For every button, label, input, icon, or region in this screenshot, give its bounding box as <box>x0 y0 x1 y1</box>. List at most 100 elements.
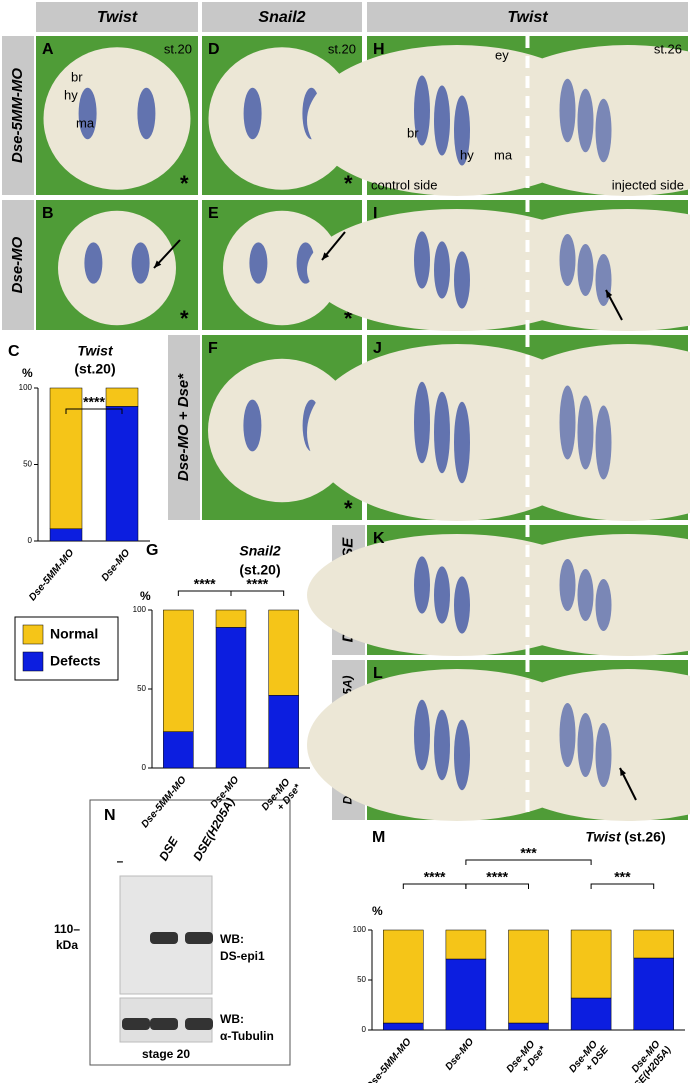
row-label-box <box>2 200 34 330</box>
stain <box>243 87 262 140</box>
column-header-box <box>202 2 362 32</box>
stain <box>454 251 470 309</box>
row-label: Dse-MO <box>9 236 26 293</box>
legend-label: Defects <box>50 653 101 669</box>
legend-label: Normal <box>50 626 98 642</box>
panel-letter: D <box>208 41 220 58</box>
stain <box>414 556 430 614</box>
x-tick-label: Dse-MO + DSE(H205A) <box>613 1036 674 1083</box>
panel-letter: H <box>373 41 385 58</box>
stain <box>595 98 612 163</box>
bar-segment <box>105 387 139 407</box>
stain <box>559 703 576 767</box>
stain <box>454 719 470 791</box>
stain <box>434 85 450 156</box>
x-tick-label: Dse-MO + Dse* <box>504 1036 548 1083</box>
stain <box>434 391 450 474</box>
y-axis-label: % <box>372 904 383 918</box>
stain <box>595 405 612 480</box>
bar-segment <box>570 929 612 999</box>
significance-label: *** <box>614 869 631 885</box>
x-tick-label: Dse-5MM-MO <box>27 547 76 603</box>
y-tick-label: 0 <box>142 763 147 772</box>
stain <box>577 88 594 153</box>
bar-segment <box>633 957 674 1031</box>
y-axis-label: % <box>140 589 151 603</box>
chart-subtitle: (st.26) <box>624 829 665 845</box>
y-tick-label: 100 <box>133 605 147 614</box>
stain <box>243 399 262 452</box>
band <box>122 1018 150 1030</box>
stain <box>559 78 576 143</box>
legend-swatch <box>22 651 44 672</box>
x-tick-label: Dse-MO + DSE <box>567 1036 611 1082</box>
band <box>150 932 178 944</box>
significance-label: **** <box>194 576 216 592</box>
significance-bracket <box>65 408 123 414</box>
significance-label: **** <box>83 394 105 410</box>
side-label: injected side <box>612 177 684 192</box>
stain <box>434 241 450 299</box>
stain <box>454 95 470 166</box>
stain <box>84 242 103 284</box>
blot-label: α-Tubulin <box>220 1029 274 1043</box>
band <box>185 1018 213 1030</box>
arrow-head <box>154 260 162 268</box>
blot-label: DS-epi1 <box>220 949 265 963</box>
y-tick-label: 50 <box>357 975 366 984</box>
significance-bracket <box>230 590 285 596</box>
legend-swatch <box>22 624 44 645</box>
chart-subtitle: (st.20) <box>239 562 280 578</box>
panel-letter: I <box>373 205 377 222</box>
bar-segment <box>508 1022 549 1031</box>
column-header: Twist <box>507 9 548 26</box>
blot-label: WB: <box>220 1012 244 1026</box>
chart-letter: M <box>372 829 385 846</box>
bar-segment <box>633 929 674 959</box>
panel-letter: N <box>104 807 116 824</box>
y-tick-label: 100 <box>353 925 367 934</box>
significance-label: **** <box>486 869 508 885</box>
asterisk: * <box>344 306 353 331</box>
stain <box>595 254 612 306</box>
structure-label: hy <box>460 147 474 162</box>
bar-segment <box>383 1022 424 1031</box>
asterisk: * <box>344 496 353 521</box>
stage-label: st.26 <box>654 41 682 56</box>
y-tick-label: 0 <box>28 536 33 545</box>
stain <box>78 87 97 140</box>
stain <box>434 709 450 781</box>
chart-letter: C <box>8 343 20 360</box>
embryo <box>223 210 341 326</box>
significance-label: **** <box>424 869 446 885</box>
stain <box>434 566 450 624</box>
embryo <box>43 47 191 190</box>
significance-bracket <box>177 590 232 596</box>
panel-letter: B <box>42 205 54 222</box>
asterisk: * <box>180 171 189 196</box>
bar-segment <box>383 929 424 1024</box>
bar-segment <box>215 609 247 628</box>
significance-bracket <box>465 859 592 865</box>
bar-segment <box>268 609 299 696</box>
x-tick-label: Dse-MO <box>100 547 133 583</box>
bar-segment <box>163 731 194 769</box>
stain <box>454 401 470 484</box>
y-tick-label: 100 <box>19 383 33 392</box>
chart-subtitle: (st.20) <box>74 361 115 377</box>
band <box>185 932 213 944</box>
side-label: control side <box>371 177 437 192</box>
chart-title: Snail2 <box>239 543 280 559</box>
stain <box>414 75 430 146</box>
y-axis-label: % <box>22 366 33 380</box>
stain <box>414 699 430 771</box>
marker-unit: kDa <box>56 938 78 952</box>
asterisk: * <box>180 306 189 331</box>
stain <box>414 231 430 289</box>
bar-segment <box>445 929 487 960</box>
arrow-head <box>620 768 627 776</box>
arrow-head <box>606 290 613 298</box>
stain <box>577 569 594 621</box>
bar-segment <box>508 929 549 1024</box>
